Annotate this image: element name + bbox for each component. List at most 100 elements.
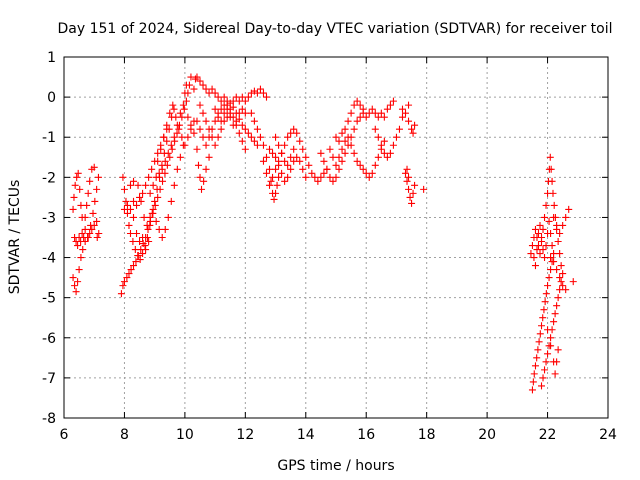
data-point-marker [182,97,190,105]
data-point-marker [272,133,280,141]
data-point-marker [179,101,187,109]
data-point-marker [84,189,92,197]
y-tick-label: 0 [47,90,56,106]
data-point-marker [541,213,549,221]
data-point-marker [250,137,258,145]
y-tick-label: -5 [42,291,56,307]
x-tick-label: 10 [176,427,194,443]
data-point-marker [168,145,176,153]
data-point-marker [411,181,419,189]
data-point-marker [281,177,289,185]
data-point-marker [196,77,204,85]
data-point-marker [93,234,101,241]
data-point-marker [403,165,411,173]
data-point-marker [350,101,358,109]
data-point-marker [145,173,153,181]
data-point-marker [148,165,156,173]
data-point-marker [70,193,78,201]
data-point-marker [144,225,152,233]
data-point-marker [226,99,234,107]
data-point-marker [123,209,131,217]
data-point-marker [278,169,286,177]
data-point-marker [332,161,340,169]
data-point-marker [377,141,385,149]
data-point-marker [146,189,154,197]
data-point-marker [164,213,172,221]
data-point-marker [281,141,289,149]
data-point-marker [123,274,131,282]
data-point-marker [365,173,373,181]
data-point-marker [405,117,413,125]
data-point-marker [170,181,178,189]
data-point-marker [408,125,416,133]
data-point-marker [542,290,550,298]
data-point-marker [353,157,361,165]
data-point-marker [556,229,564,237]
data-point-marker [129,238,137,246]
data-point-marker [405,173,413,181]
data-point-marker [374,153,382,161]
data-point-marker [202,141,210,149]
data-point-marker [544,282,552,290]
data-point-marker [299,165,307,173]
data-point-marker [549,189,557,197]
data-point-marker [317,149,325,157]
data-point-marker [341,137,349,145]
data-point-marker [84,234,92,241]
data-point-marker [157,145,165,153]
y-tick-label: -8 [42,411,56,427]
data-point-marker [290,157,298,165]
data-point-marker [232,93,240,101]
data-point-marker [538,322,546,330]
data-point-marker [326,173,334,181]
data-point-marker [539,246,547,254]
data-point-marker [74,169,82,177]
data-point-marker [411,121,419,129]
data-point-marker [166,109,174,117]
data-point-marker [132,258,140,266]
data-point-marker [173,121,181,129]
data-point-marker [190,85,198,93]
data-point-marker [553,358,561,366]
data-point-marker [536,330,544,338]
data-point-marker [528,242,536,250]
data-point-marker [122,197,130,205]
data-point-marker [347,141,355,149]
data-point-marker [166,153,174,161]
data-point-marker [126,205,134,213]
data-point-marker [211,117,219,125]
data-point-marker [159,177,167,185]
data-point-marker [145,238,153,246]
data-point-marker [338,145,346,153]
plot-frame [63,56,609,419]
data-point-marker [559,221,567,229]
data-point-marker [151,197,159,205]
data-point-marker [350,149,358,157]
data-point-marker [269,149,277,157]
data-point-marker [196,101,204,109]
data-point-marker [547,254,555,262]
data-point-marker [335,153,343,161]
data-point-marker [554,346,562,354]
data-point-marker [181,89,189,97]
data-point-marker [253,125,261,133]
data-point-marker [155,225,163,233]
data-point-marker [74,278,82,286]
data-point-marker [272,189,280,197]
y-tick-label: -1 [42,130,56,146]
data-point-marker [184,113,192,121]
data-point-marker [273,181,281,189]
data-point-marker [548,177,556,185]
data-point-marker [73,173,81,181]
data-point-marker [275,173,283,181]
data-point-marker [259,141,267,149]
data-point-marker [359,105,367,113]
x-tick-label: 24 [599,427,617,443]
data-point-marker [559,270,567,278]
data-point-marker [143,221,151,229]
data-point-marker [244,93,252,101]
data-point-marker [383,153,391,161]
data-point-marker [553,266,561,274]
data-point-marker [266,145,274,153]
data-point-marker [362,113,370,121]
